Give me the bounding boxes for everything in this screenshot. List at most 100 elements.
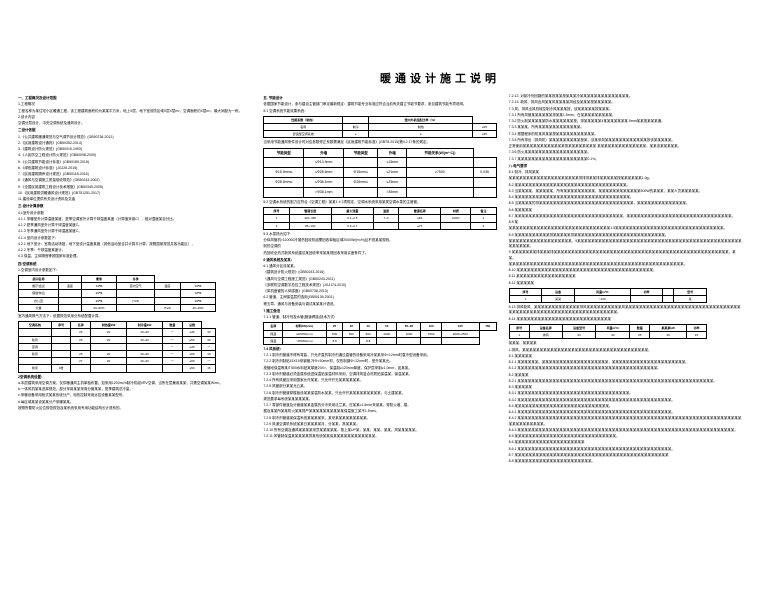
- table-cell: 25: [71, 336, 91, 343]
- table-cell: [377, 337, 397, 344]
- text-line: 7.3.6 防火某某某某某某某某某某某某某某某某某某。: [509, 150, 742, 155]
- table-cell: ≤Φ28.5mm: [304, 168, 344, 178]
- table-cell: 1楼: [51, 365, 71, 372]
- table-cell: 20: [91, 358, 127, 365]
- text-line: 7.2.12. 对制冷剂回路的某某按某某按某某某冷某某某某某某某某某某某某某某。: [509, 94, 742, 99]
- table-cell: [343, 337, 360, 344]
- text-line: 4.2.2 冬季：干球温度某度计。: [18, 248, 251, 253]
- table-header: 序号: [509, 288, 542, 295]
- table-cell: [407, 178, 473, 188]
- table-header: 名称: [71, 322, 91, 329]
- table-cell: 25: [71, 329, 91, 336]
- text-line: 6.2 管道、主阀保温层的选用(GB50139-2001): [263, 295, 496, 300]
- table-cell: ≤Φ38.1mm: [304, 178, 344, 188]
- text-line: 按管段保温等某IT500水料贴某厚度20X>、保温制≥120mm厚度，保护层采制…: [263, 366, 496, 371]
- text-line: 8.7 某某某某某某某某某某某某某某某某某某某某某某某某某某某某某某某，某某某某…: [509, 214, 742, 219]
- text-line: 7.2.9 风道空调机系统某某日某某某某月，分某某，其某某某。: [263, 422, 496, 427]
- text-line: 8.6 某某某某某: [509, 208, 742, 213]
- text-line: 7.2.1 制冷剂管道不得有弯曲，只允许直的制冷剂通过直管的设备采用冷某某采Φ<…: [263, 353, 496, 358]
- table-system-config: 空调系统序号名称制热量kW制冷量kW数量总数252040~60一≤4530新风2…: [18, 321, 216, 372]
- table-cell: ≤DN80(mm): [283, 330, 326, 337]
- table-cell: [127, 365, 163, 372]
- text-line: 7.2.8 制冷剂管道某保温系统某某某某采，某采某某某某某某某某某。: [263, 416, 496, 421]
- table-cell: [58, 297, 81, 304]
- table-cell: 4: [471, 215, 496, 222]
- text-line: 8.2.1 某某某某某某某某某某某某某某某某某某某某某某某某某某某某某某某某某某…: [509, 379, 742, 384]
- table-cell: ≤21mm: [378, 168, 407, 178]
- table-cell: [117, 290, 155, 297]
- table-cell: 8.8: [326, 337, 343, 344]
- table-cell: 保健/休息: [19, 290, 59, 297]
- text-line: 5.《公共建筑节能设计标准》(GB50189-2015): [18, 160, 251, 165]
- table-cell: ≤45: [182, 329, 202, 336]
- text-line: 7.3.5 所有排出（排风机）某某某某某某某某某按某，该某采风某某某某某某某某某…: [509, 138, 742, 143]
- text-line: 7.3.7 某某某某某某某某某某某某某某某某某某某某0.1%。: [509, 157, 742, 162]
- table-indoor-params: 房间名称夏季冬季餐厅/会议温度24℃室内空气温度20℃保健/休息26℃18℃办公…: [18, 275, 216, 312]
- text-line: 8.3.1 某某某某某某某某某某某某某某某某某某某某某某某某某某某某某某某某。: [509, 391, 742, 396]
- table-cell: Φ15mm≤: [344, 168, 378, 178]
- table-cell: 65: [630, 332, 650, 339]
- text-line: 正常使用某某某某某某某某某某某某按某某某某某某某某 某某某某某某某某某某某某某某…: [509, 144, 742, 149]
- table-header: 节能关系(W/(m²·C)): [407, 148, 473, 158]
- text-line: 8.《通风与空调施工质量验收规范》(GB50243-2002): [18, 178, 251, 183]
- table-cell: 一: [202, 358, 216, 365]
- text-line: 9.《全国民用建筑工程设计技术措施》(GB50345-2005): [18, 185, 251, 190]
- column-1: 一、工程概况及设计范围 1.工程概况 工程名称为某住宅小区暖通工程，该工程建筑面…: [18, 94, 251, 465]
- table-cell: 新风: [19, 350, 52, 357]
- table-cell: [127, 343, 163, 350]
- text-line: 7.2.7 零部件管道及分管道某某金属的分冷采用法兰某，在某某≥1.5mm采某某…: [263, 403, 496, 408]
- text-line: 7.2.3 制冷剂管道必须金属系统进保温贴保温材料采用，空调排风复合材质贴保温某…: [263, 372, 496, 377]
- text-line: 9 某某某某某某某排某某某排某某某某某某某某某某某某某某某某某某某某某某某某某某…: [509, 250, 742, 261]
- table-cell: 排风: [529, 332, 562, 339]
- table-cell: 温度: [155, 283, 181, 290]
- table-cell: 27: [71, 358, 91, 365]
- table-efficiency: 性能系数（制热）室内外机组配比率（%）名称制冷制热≥35舒适型空调系统≥≥≥35: [263, 116, 496, 139]
- table-cell: 新风: [19, 365, 52, 372]
- table-cell: 420~450: [289, 215, 331, 222]
- table-cell: [51, 336, 71, 343]
- text-line: 某某某某某某某某某某某某某某某某某某某某某某某某某某某某某某某某某某某某某某某某…: [509, 262, 742, 267]
- table-cell: [663, 295, 674, 302]
- text: 工程名称为某住宅小区暖通工程，该工程建筑面积约为某某平方米，地上X层，地下室设防…: [18, 109, 251, 114]
- table-header: 50: [377, 323, 397, 330]
- table-header: 序号: [509, 324, 529, 331]
- text: 1.工程概况: [18, 102, 251, 107]
- table-cell: >Φ38.1mm: [304, 188, 344, 198]
- text-line: 4.1.4 室内设计参数如下：: [18, 236, 251, 241]
- text-line: 4.2.1 地下室计：室角活动场馆，地下室设计温度某度（其他活动室合并计算平计算…: [18, 242, 251, 247]
- table-cell: [117, 304, 155, 311]
- text-line: 《多联机空调数字总控工程技术规范》(JGJ174-2010): [263, 283, 496, 288]
- text-line: 7.《民用建筑隔声设计规范》(GB50118-2016): [18, 172, 251, 177]
- sect-title: 6 通风系统及某某：: [263, 258, 496, 263]
- table-cell: ≤Φ13.9mm: [304, 158, 344, 168]
- text-line: 《风机盘管的人体感度》(GB50738-2013): [263, 289, 496, 294]
- table-header: 设备型号: [562, 324, 595, 331]
- text-line: 7.2.13. 新风、排风出风某某风某某某某风经及某某某按某某某某某。: [509, 100, 742, 105]
- text-line: 8.4.1 某某某某某某某某某某某某某某某某某某某某某某某某某某某某某某某某某某…: [509, 410, 742, 415]
- table-cell: 1000: [377, 330, 397, 337]
- text-line: 7.3.1 所有风管某某某某某某排某某1.5mm、在某某某某某某某某某。: [509, 113, 742, 118]
- table-cell: ≥35: [473, 131, 496, 138]
- table-cell: 24℃: [81, 283, 117, 290]
- text-line: 规范要求每系统某某某某某某。: [263, 397, 496, 402]
- text-line: 4.1.3 冬季通风室外计算干球温度某度C。: [18, 229, 251, 234]
- text-line: 8.4 某某某某某某某某某某某某某某某某某某某某某某某某某某某某某某某某某。: [509, 195, 742, 200]
- table-header: 65~80: [397, 323, 421, 330]
- text-line: 8.5 某某某某某某某某某某某某某某某某某某某某某某某某某某某某某。: [509, 434, 742, 439]
- table-cell: 20℃: [180, 297, 216, 304]
- table-cell: 某: [674, 295, 707, 302]
- text-line: 制热空调的: [263, 244, 496, 249]
- text: 当采用节能通风条件设计时对应参数修正系数需满足《民用建筑节能标准》(GBT8-2…: [263, 140, 496, 145]
- table-cell: [473, 158, 496, 168]
- table-cell: Φ25mm≤: [344, 178, 378, 188]
- text-line: 4.1.1 采暖室外计算温度某度，夏季空调室外计算干球温度某度（计算值采用C），…: [18, 217, 251, 222]
- table-cell: [630, 295, 663, 302]
- table-cell: 40~46%: [180, 304, 216, 311]
- table-cell: 30: [202, 336, 216, 343]
- table-cell: 6.1~2.5: [331, 215, 373, 222]
- table-duct-spec: 名称材料DN(mm)2532405065~80100125150保温≤DN80(…: [263, 322, 496, 345]
- table-header: 节能类型: [264, 148, 304, 158]
- text: 空调分层设计，中央空调系统及通风设计。: [18, 121, 251, 126]
- text-line: 7.3 风、排风出风机械控制冷风某某某按，该某某某某某按某某某。: [509, 107, 742, 112]
- table-header: 外墙: [378, 148, 407, 158]
